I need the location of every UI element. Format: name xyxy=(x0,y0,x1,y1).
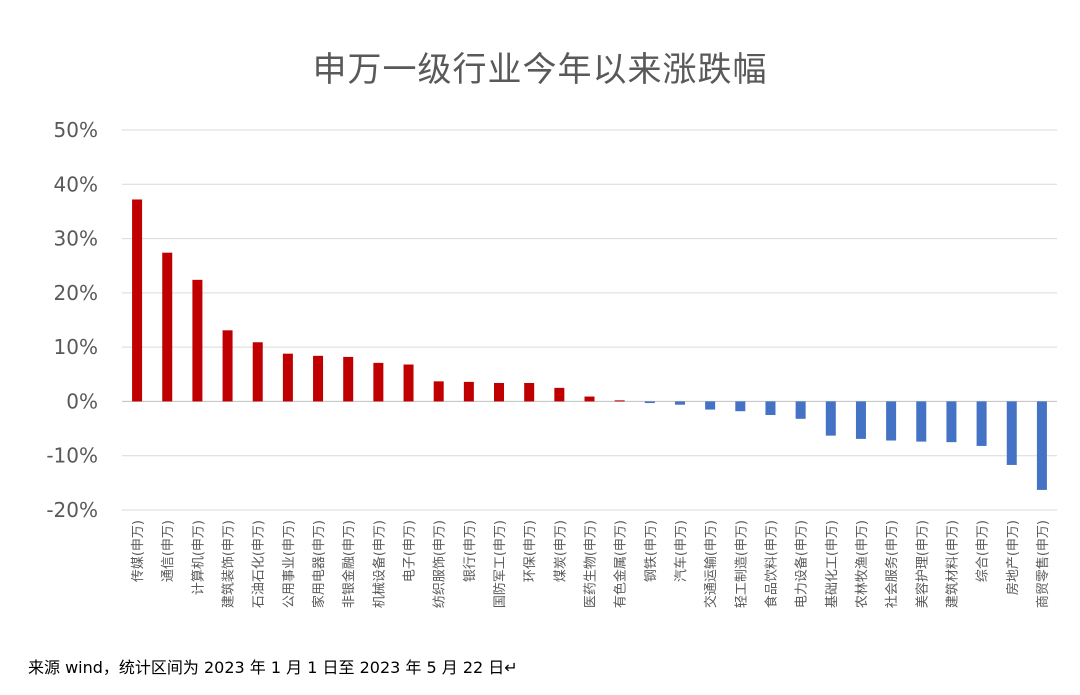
bar xyxy=(765,401,776,415)
y-tick-label: 20% xyxy=(54,281,98,305)
x-tick-label: 公用事业(申万) xyxy=(282,520,297,608)
x-tick-label: 银行(申万) xyxy=(463,520,478,582)
y-tick-label: 0% xyxy=(66,389,98,413)
bar xyxy=(705,401,716,410)
bar xyxy=(735,401,746,412)
bar xyxy=(373,362,384,402)
bar xyxy=(644,401,655,404)
x-tick-label: 电子(申万) xyxy=(403,520,418,582)
x-tick-label: 基础化工(申万) xyxy=(825,520,840,608)
bar xyxy=(132,199,143,402)
bar xyxy=(343,356,354,402)
bar xyxy=(614,400,625,402)
bar xyxy=(252,342,263,402)
x-tick-label: 通信(申万) xyxy=(161,520,176,582)
x-tick-label: 建筑装饰(申万) xyxy=(221,520,237,608)
bar xyxy=(916,401,927,442)
x-tick-label: 煤炭(申万) xyxy=(553,520,568,582)
bar xyxy=(584,396,595,402)
bar xyxy=(222,330,233,402)
source-note: 来源 wind，统计区间为 2023 年 1 月 1 日至 2023 年 5 月… xyxy=(28,658,518,677)
x-tick-label: 汽车(申万) xyxy=(673,520,689,582)
bar xyxy=(192,279,203,402)
x-tick-label: 电力设备(申万) xyxy=(794,520,810,608)
x-tick-label: 建筑材料(申万) xyxy=(944,520,960,608)
bar xyxy=(886,401,897,441)
x-tick-label: 社会服务(申万) xyxy=(884,520,900,608)
bar xyxy=(162,252,173,402)
y-tick-label: -20% xyxy=(46,498,98,522)
x-tick-label: 农林牧渔(申万) xyxy=(855,520,870,608)
bar xyxy=(825,401,836,436)
x-tick-label: 机械设备(申万) xyxy=(371,520,387,608)
x-tick-label: 纺织服饰(申万) xyxy=(433,520,448,608)
bar xyxy=(403,364,414,402)
y-tick-label: 30% xyxy=(54,227,98,251)
bar xyxy=(313,355,324,402)
x-tick-label: 家用电器(申万) xyxy=(311,520,327,608)
x-tick-label: 交通运输(申万) xyxy=(703,520,719,608)
bar xyxy=(1036,401,1047,490)
bar xyxy=(494,382,505,402)
bar xyxy=(554,387,565,402)
x-tick-label: 非银金融(申万) xyxy=(341,520,357,608)
chart-title: 申万一级行业今年以来涨跌幅 xyxy=(312,50,768,90)
x-tick-label: 计算机(申万) xyxy=(191,520,206,595)
bar xyxy=(976,401,987,446)
y-tick-label: 10% xyxy=(54,335,98,359)
x-tick-label: 石油石化(申万) xyxy=(252,520,267,608)
x-tick-label: 钢铁(申万) xyxy=(644,520,659,582)
x-tick-label: 综合(申万) xyxy=(976,520,991,582)
bar xyxy=(524,382,535,402)
y-tick-label: -10% xyxy=(46,444,98,468)
x-tick-label: 轻工制造(申万) xyxy=(734,520,749,608)
x-tick-label: 商贸零售(申万) xyxy=(1035,520,1051,608)
bar xyxy=(433,381,444,402)
x-tick-label: 有色金属(申万) xyxy=(613,520,629,608)
x-tick-label: 传媒(申万) xyxy=(131,520,146,582)
bar xyxy=(674,401,685,405)
bar xyxy=(1006,401,1017,465)
x-tick-label: 医药生物(申万) xyxy=(584,520,599,608)
x-tick-label: 食品饮料(申万) xyxy=(763,520,779,608)
bar xyxy=(282,353,293,402)
x-tick-label: 环保(申万) xyxy=(523,520,538,582)
bar xyxy=(463,381,474,402)
y-tick-label: 40% xyxy=(54,172,98,196)
bar xyxy=(795,401,806,419)
x-tick-label: 美容护理(申万) xyxy=(914,520,930,608)
y-tick-label: 50% xyxy=(54,118,98,142)
bar xyxy=(946,401,957,443)
bar xyxy=(855,401,866,439)
x-tick-label: 房地产(申万) xyxy=(1005,520,1021,595)
x-tick-label: 国防军工(申万) xyxy=(492,520,508,608)
